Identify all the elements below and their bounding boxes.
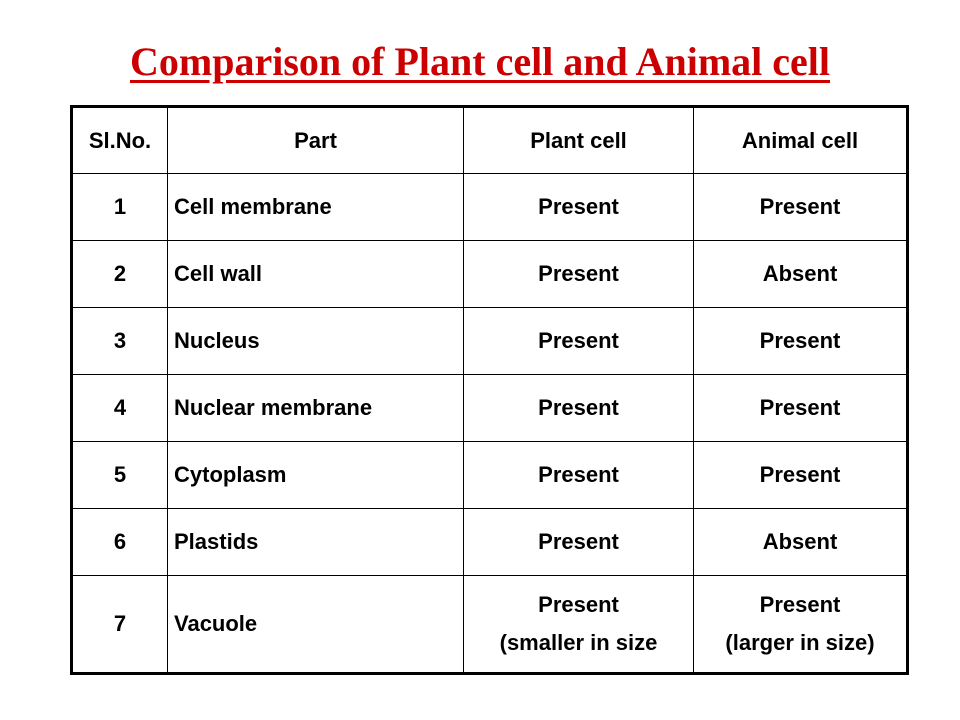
row-part: Nucleus (167, 307, 464, 375)
table-header-row: Sl.No. Part Plant cell Animal cell (71, 106, 908, 174)
row-number: 3 (71, 307, 168, 375)
table-row: 4 Nuclear membrane Present Present (71, 374, 908, 442)
row-number: 5 (71, 441, 168, 509)
page-title: Comparison of Plant cell and Animal cell (130, 39, 830, 84)
row-number: 7 (71, 575, 168, 674)
row-plant-cell: Present (463, 374, 694, 442)
row-animal-cell: Present (693, 441, 908, 509)
header-sl-no: Sl.No. (71, 106, 168, 174)
row-animal-cell: Present (larger in size) (693, 575, 908, 674)
plant-cell-value: Present (538, 592, 619, 617)
row-plant-cell: Present (463, 441, 694, 509)
animal-cell-value: Present (759, 592, 841, 617)
row-animal-cell: Present (693, 307, 908, 375)
row-part: Cytoplasm (167, 441, 464, 509)
row-animal-cell: Absent (693, 508, 908, 576)
plant-cell-note: (smaller in size (499, 630, 658, 655)
table-row: 7 Vacuole Present (smaller in size Prese… (71, 575, 908, 674)
row-part: Vacuole (167, 575, 464, 674)
row-plant-cell: Present (463, 240, 694, 308)
table-row: 2 Cell wall Present Absent (71, 240, 908, 308)
comparison-table: Sl.No. Part Plant cell Animal cell 1 Cel… (70, 105, 909, 675)
row-number: 2 (71, 240, 168, 308)
header-part: Part (167, 106, 464, 174)
row-part: Nuclear membrane (167, 374, 464, 442)
header-plant-cell: Plant cell (463, 106, 694, 174)
row-number: 6 (71, 508, 168, 576)
row-animal-cell: Absent (693, 240, 908, 308)
row-plant-cell: Present (463, 508, 694, 576)
row-part: Plastids (167, 508, 464, 576)
row-plant-cell: Present (463, 173, 694, 241)
header-animal-cell: Animal cell (693, 106, 908, 174)
table-row: 6 Plastids Present Absent (71, 508, 908, 576)
row-animal-cell: Present (693, 374, 908, 442)
row-number: 4 (71, 374, 168, 442)
row-part: Cell wall (167, 240, 464, 308)
table-row: 3 Nucleus Present Present (71, 307, 908, 375)
table-row: 5 Cytoplasm Present Present (71, 441, 908, 509)
row-plant-cell: Present (smaller in size (463, 575, 694, 674)
animal-cell-note: (larger in size) (725, 630, 875, 655)
row-animal-cell: Present (693, 173, 908, 241)
row-plant-cell: Present (463, 307, 694, 375)
row-number: 1 (71, 173, 168, 241)
row-part: Cell membrane (167, 173, 464, 241)
table-row: 1 Cell membrane Present Present (71, 173, 908, 241)
